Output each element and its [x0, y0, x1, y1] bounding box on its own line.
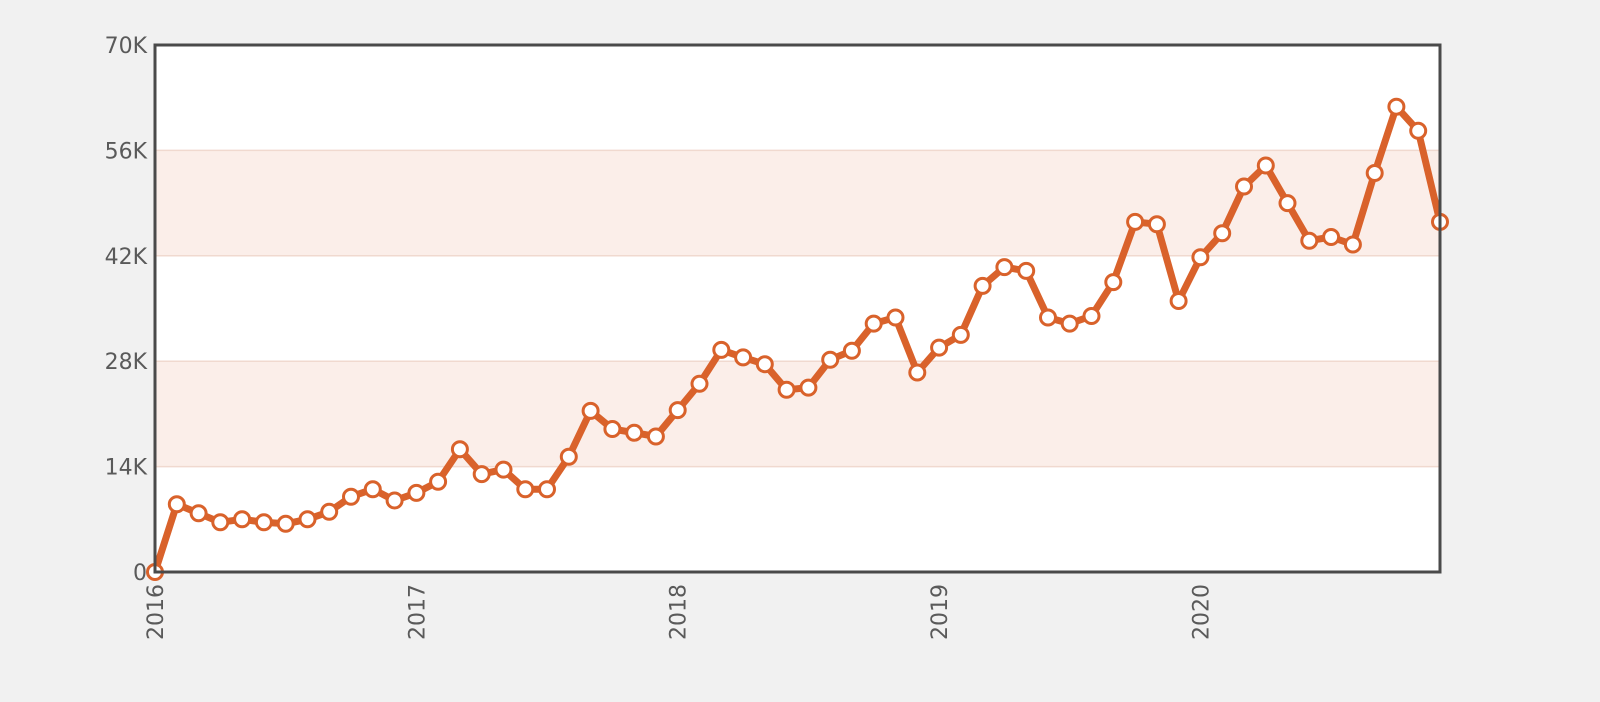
data-point[interactable]: [1039, 308, 1057, 327]
data-point[interactable]: [385, 491, 404, 510]
y-axis-ticks: 0 14K 28K 42K 56K 70K: [105, 34, 148, 586]
x-tick-label: 2019: [928, 584, 953, 640]
data-point[interactable]: [1235, 177, 1253, 196]
data-point[interactable]: [1191, 248, 1210, 267]
data-point[interactable]: [450, 440, 469, 459]
data-point[interactable]: [516, 480, 535, 499]
data-point[interactable]: [995, 258, 1014, 277]
data-point[interactable]: [625, 423, 644, 442]
data-point[interactable]: [1322, 228, 1341, 246]
data-point[interactable]: [1343, 235, 1362, 254]
data-point[interactable]: [690, 374, 709, 393]
data-point[interactable]: [1300, 231, 1319, 250]
data-point[interactable]: [1409, 121, 1428, 140]
y-tick-label: 0: [133, 561, 147, 586]
x-tick-label: 2016: [144, 584, 169, 640]
y-tick-label: 42K: [105, 245, 148, 270]
data-point[interactable]: [538, 480, 556, 499]
plot-frame: [153, 43, 1442, 574]
data-point[interactable]: [276, 514, 295, 533]
x-tick-label: 2018: [667, 584, 692, 640]
y-tick-label: 14K: [105, 456, 148, 481]
data-point[interactable]: [1104, 273, 1123, 292]
data-point[interactable]: [1387, 97, 1406, 116]
y-tick-label: 56K: [105, 139, 148, 164]
data-point[interactable]: [494, 460, 513, 479]
data-point[interactable]: [864, 314, 883, 333]
data-point[interactable]: [734, 348, 753, 367]
band-3: [155, 150, 1440, 256]
x-tick-label: 2020: [1189, 584, 1214, 640]
data-point[interactable]: [799, 378, 818, 397]
data-point[interactable]: [930, 338, 949, 357]
data-point[interactable]: [908, 363, 927, 382]
data-point[interactable]: [842, 341, 861, 360]
data-point[interactable]: [254, 513, 273, 532]
data-point[interactable]: [363, 480, 382, 499]
data-point[interactable]: [472, 465, 491, 484]
chart-series: [146, 97, 1449, 581]
data-point[interactable]: [342, 487, 360, 506]
data-point[interactable]: [1213, 224, 1232, 243]
band-1: [155, 361, 1440, 467]
data-point[interactable]: [886, 308, 905, 327]
data-point[interactable]: [646, 427, 665, 446]
x-tick-label: 2017: [405, 584, 430, 640]
data-point[interactable]: [951, 325, 970, 344]
data-point[interactable]: [559, 447, 578, 466]
data-point[interactable]: [1169, 292, 1188, 310]
data-point[interactable]: [755, 355, 774, 374]
data-point[interactable]: [777, 380, 796, 399]
data-point[interactable]: [1256, 156, 1275, 175]
data-point[interactable]: [1126, 212, 1145, 231]
data-point[interactable]: [189, 504, 208, 523]
data-point[interactable]: [1017, 261, 1036, 280]
data-point[interactable]: [429, 472, 448, 491]
x-axis-ticks: 2016 2017 2018 2019 2020: [144, 584, 1214, 640]
data-point[interactable]: [233, 510, 252, 529]
data-point[interactable]: [973, 276, 992, 295]
data-point[interactable]: [712, 340, 731, 359]
data-point[interactable]: [407, 483, 426, 502]
data-point[interactable]: [298, 510, 317, 529]
data-point[interactable]: [211, 513, 230, 532]
data-point[interactable]: [1147, 215, 1166, 234]
data-point[interactable]: [1365, 164, 1384, 182]
y-tick-label: 28K: [105, 350, 148, 375]
data-point[interactable]: [1060, 314, 1079, 333]
chart-gridlines: [155, 149, 1440, 468]
data-point[interactable]: [167, 495, 186, 514]
data-point[interactable]: [668, 401, 687, 420]
data-point[interactable]: [320, 502, 339, 521]
data-point[interactable]: [603, 420, 622, 438]
data-point[interactable]: [581, 401, 600, 420]
data-point[interactable]: [821, 350, 840, 369]
y-tick-label: 70K: [105, 34, 148, 59]
data-point[interactable]: [1082, 307, 1101, 325]
data-point[interactable]: [1278, 194, 1297, 213]
